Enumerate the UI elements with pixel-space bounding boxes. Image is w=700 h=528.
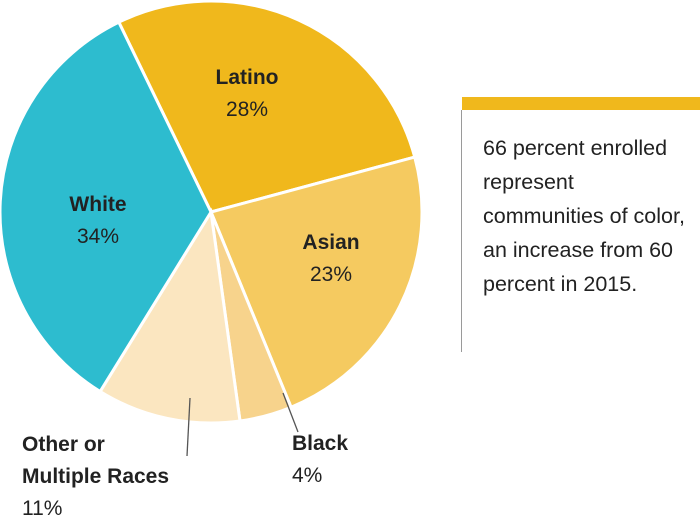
- label-black: Black 4%: [292, 428, 348, 492]
- slice-name: White: [69, 193, 127, 216]
- label-asian: Asian 23%: [302, 227, 359, 291]
- pie-slice-other: [98, 207, 242, 425]
- slice-value: 28%: [225, 98, 269, 121]
- label-white: White 34%: [69, 189, 126, 253]
- note-divider: [461, 110, 462, 352]
- slice-name-line2: Multiple Races: [22, 465, 170, 488]
- slice-name: Latino: [215, 66, 279, 89]
- label-other: Other or Multiple Races 11%: [22, 429, 169, 525]
- pie-slice-white: [0, 20, 213, 394]
- slice-value: 23%: [309, 263, 353, 286]
- label-latino: Latino 28%: [216, 62, 279, 126]
- note-accent-bar: [462, 97, 700, 110]
- leader-line-black: [282, 392, 299, 433]
- pie-slice-asian: [208, 155, 424, 410]
- slice-name-line1: Other or: [22, 433, 105, 456]
- slice-name: Asian: [302, 231, 360, 254]
- pie-slice-latino: [116, 0, 417, 214]
- note-text: 66 percent enrolled represent communitie…: [483, 136, 685, 296]
- leader-line-other: [186, 397, 191, 457]
- slice-value: 11%: [22, 497, 63, 520]
- slice-name: Black: [292, 432, 349, 455]
- slice-value: 4%: [292, 464, 323, 487]
- slice-value: 34%: [76, 225, 120, 248]
